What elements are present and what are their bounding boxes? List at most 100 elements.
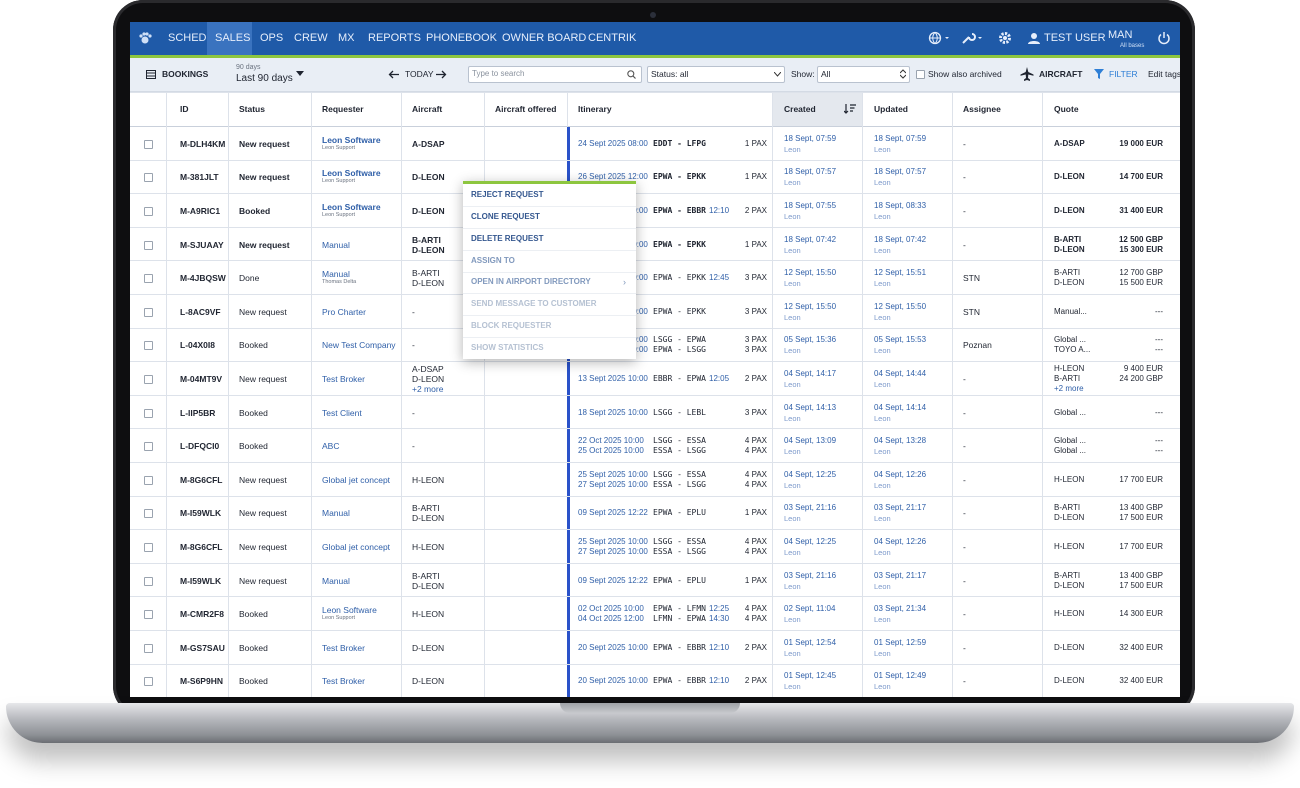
requester[interactable]: Pro Charter bbox=[322, 306, 366, 317]
booking-id[interactable]: M-S6P9HN bbox=[180, 676, 223, 687]
booking-id[interactable]: M-SJUAAY bbox=[180, 239, 224, 250]
row-checkbox[interactable] bbox=[144, 610, 153, 620]
status-select[interactable] bbox=[647, 66, 785, 83]
archived-label[interactable]: Show also archived bbox=[928, 69, 1002, 79]
requester[interactable]: Manual bbox=[322, 575, 350, 586]
created: 12 Sept, 15:50 bbox=[784, 301, 837, 311]
booking-id[interactable]: M-CMR2F8 bbox=[180, 609, 224, 620]
menu-item[interactable]: OPEN IN AIRPORT DIRECTORY bbox=[471, 277, 591, 287]
nav-item[interactable]: REPORTS bbox=[368, 32, 421, 44]
search-box[interactable] bbox=[468, 66, 642, 83]
menu-item[interactable]: BLOCK REQUESTER bbox=[471, 321, 552, 331]
user-name[interactable]: TEST USER bbox=[1044, 32, 1106, 44]
menu-item[interactable]: SHOW STATISTICS bbox=[471, 343, 544, 353]
column-header[interactable]: Aircraft offered bbox=[495, 104, 557, 114]
period[interactable]: Last 90 days bbox=[236, 73, 293, 84]
requester[interactable]: Test Broker bbox=[322, 642, 365, 653]
base-name[interactable]: MAN bbox=[1108, 29, 1133, 41]
column-header[interactable]: Status bbox=[239, 104, 265, 114]
row-checkbox[interactable] bbox=[144, 543, 153, 552]
requester[interactable]: Manual bbox=[322, 239, 350, 250]
nav-item[interactable]: OPS bbox=[260, 32, 284, 44]
row-checkbox[interactable] bbox=[144, 139, 153, 149]
booking-id[interactable]: M-8G6CFL bbox=[180, 474, 223, 485]
nav-item[interactable]: PHONEBOOK bbox=[426, 32, 497, 44]
nav-item[interactable]: OWNER BOARD bbox=[502, 32, 587, 44]
bookings-label[interactable]: BOOKINGS bbox=[162, 69, 209, 79]
column-header[interactable]: Requester bbox=[322, 104, 364, 114]
menu-item[interactable]: ASSIGN TO bbox=[471, 255, 515, 265]
column-header[interactable]: Aircraft bbox=[412, 104, 443, 114]
menu-item[interactable]: CLONE REQUEST bbox=[471, 211, 540, 221]
row-checkbox[interactable] bbox=[144, 643, 153, 653]
sort-icon[interactable] bbox=[844, 104, 856, 114]
column-header[interactable]: Assignee bbox=[963, 104, 1001, 114]
nav-item[interactable]: CENTRIK bbox=[588, 32, 637, 44]
requester[interactable]: Leon Software bbox=[322, 605, 377, 616]
booking-id[interactable]: L-8AC9VF bbox=[180, 306, 221, 317]
row-checkbox[interactable] bbox=[144, 307, 153, 317]
row-checkbox[interactable] bbox=[144, 173, 153, 183]
filter-button[interactable]: FILTER bbox=[1109, 69, 1138, 79]
booking-id[interactable]: L-IIP5BR bbox=[180, 407, 216, 418]
logout-icon[interactable] bbox=[1157, 31, 1171, 45]
booking-id[interactable]: M-DLH4KM bbox=[180, 138, 226, 149]
booking-id[interactable]: M-4JBQSW bbox=[180, 273, 226, 284]
row-checkbox[interactable] bbox=[144, 341, 153, 351]
today-button[interactable]: TODAY bbox=[405, 69, 434, 79]
aircraft-button[interactable]: AIRCRAFT bbox=[1039, 69, 1083, 79]
prev-arrow[interactable] bbox=[388, 70, 400, 79]
booking-id[interactable]: M-I59WLK bbox=[180, 575, 222, 586]
column-header[interactable]: Quote bbox=[1054, 104, 1079, 114]
booking-id[interactable]: M-04MT9V bbox=[180, 374, 223, 384]
menu-item[interactable]: DELETE REQUEST bbox=[471, 233, 544, 243]
requester[interactable]: Leon Software bbox=[322, 134, 381, 145]
booking-id[interactable]: M-8G6CFL bbox=[180, 542, 223, 552]
requester[interactable]: Leon Software bbox=[322, 202, 381, 212]
column-header[interactable]: Created bbox=[784, 104, 816, 114]
booking-id[interactable]: L-DFQCI0 bbox=[180, 441, 220, 452]
requester[interactable]: Test Broker bbox=[322, 676, 365, 687]
row-checkbox[interactable] bbox=[144, 240, 153, 250]
booking-id[interactable]: L-04X0I8 bbox=[180, 340, 215, 351]
requester[interactable]: Manual bbox=[322, 269, 350, 280]
tools-icon[interactable] bbox=[961, 31, 985, 45]
booking-id[interactable]: M-GS7SAU bbox=[180, 642, 225, 653]
menu-item[interactable]: REJECT REQUEST bbox=[471, 189, 544, 199]
row-checkbox[interactable] bbox=[144, 509, 153, 519]
nav-item[interactable]: SCHED bbox=[168, 32, 207, 44]
requester[interactable]: ABC bbox=[322, 441, 340, 452]
row-checkbox[interactable] bbox=[144, 576, 153, 586]
requester[interactable]: Leon Software bbox=[322, 168, 381, 179]
requester[interactable]: Test Client bbox=[322, 407, 362, 418]
archived-checkbox[interactable] bbox=[916, 70, 925, 79]
requester[interactable]: Manual bbox=[322, 508, 350, 519]
nav-item[interactable]: CREW bbox=[294, 32, 328, 44]
menu-item[interactable]: SEND MESSAGE TO CUSTOMER bbox=[471, 299, 597, 309]
column-header[interactable]: Itinerary bbox=[578, 104, 612, 114]
row-checkbox[interactable] bbox=[144, 408, 153, 418]
requester[interactable]: Test Broker bbox=[322, 374, 365, 384]
booking-id[interactable]: M-I59WLK bbox=[180, 508, 222, 519]
requester[interactable]: Global jet concept bbox=[322, 542, 391, 552]
edit-tags-button[interactable]: Edit tags bbox=[1148, 69, 1180, 79]
nav-item[interactable]: MX bbox=[338, 32, 355, 44]
language-icon[interactable] bbox=[928, 31, 952, 45]
booking-id[interactable]: M-381JLT bbox=[180, 172, 219, 183]
next-arrow[interactable] bbox=[435, 70, 447, 79]
booking-id[interactable]: M-A9RIC1 bbox=[180, 206, 221, 216]
row-checkbox[interactable] bbox=[144, 207, 153, 216]
settings-icon[interactable] bbox=[998, 31, 1012, 45]
row-checkbox[interactable] bbox=[144, 274, 153, 284]
row-checkbox[interactable] bbox=[144, 375, 153, 384]
row-checkbox[interactable] bbox=[144, 475, 153, 485]
column-header[interactable]: ID bbox=[180, 104, 189, 114]
requester[interactable]: Global jet concept bbox=[322, 474, 391, 485]
row-checkbox[interactable] bbox=[144, 442, 153, 452]
show-select[interactable] bbox=[817, 66, 910, 83]
quote-more[interactable]: +2 more bbox=[1054, 384, 1084, 393]
nav-item[interactable]: SALES bbox=[215, 32, 251, 44]
requester[interactable]: New Test Company bbox=[322, 340, 396, 351]
column-header[interactable]: Updated bbox=[874, 104, 908, 114]
row-checkbox[interactable] bbox=[144, 677, 153, 687]
